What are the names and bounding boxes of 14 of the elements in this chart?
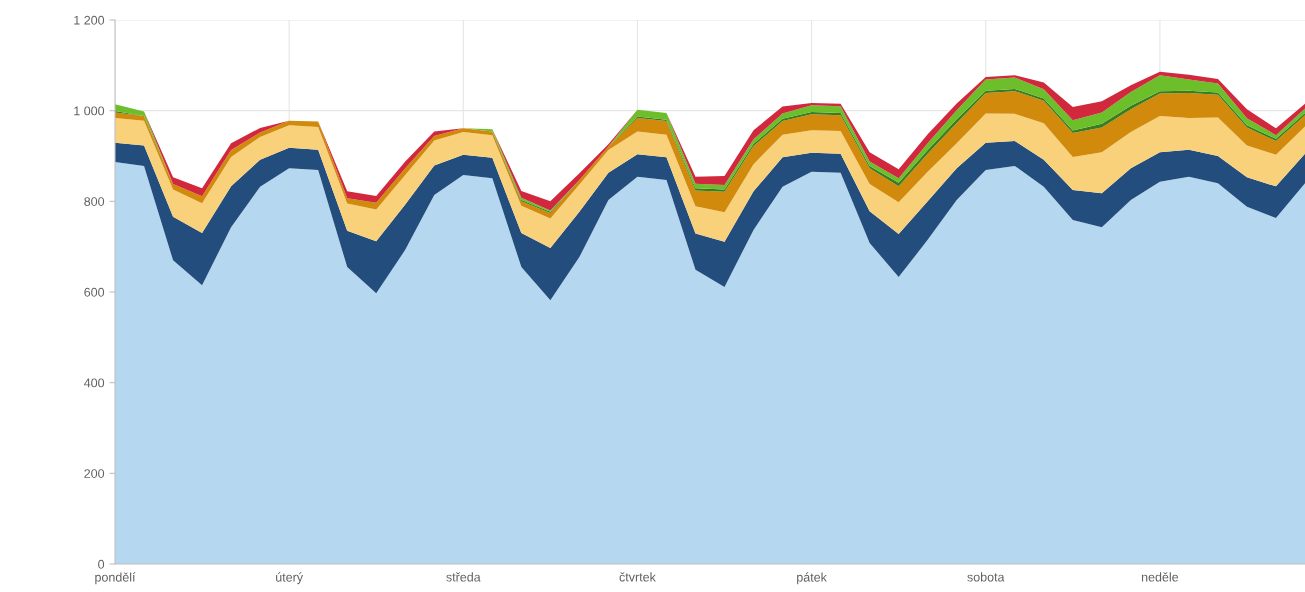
y-tick-label: 400 — [84, 378, 105, 388]
y-tick-label: 600 — [84, 287, 105, 297]
x-tick-label: pátek — [797, 572, 827, 585]
x-tick-label: úterý — [276, 572, 304, 585]
y-tick-label: 800 — [84, 197, 105, 206]
x-tick-label: neděle — [1141, 572, 1179, 582]
y-tick-label: 200 — [84, 469, 105, 478]
x-tick-label: sobota — [967, 572, 1005, 582]
x-tick-label: čtvrtek — [619, 572, 656, 582]
y-tick-label: 1 000 — [74, 106, 105, 116]
x-tick-label: středa — [446, 572, 481, 582]
y-tick-label: 0 — [98, 559, 105, 569]
x-tick-label: pondělí — [95, 572, 136, 585]
y-tick-label: 1 200 — [74, 15, 105, 25]
